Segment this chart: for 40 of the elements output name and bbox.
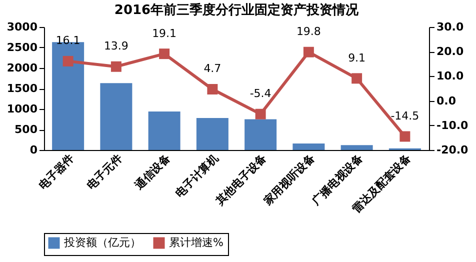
y-tick-label: 2500: [6, 41, 38, 54]
data-label: 19.1: [152, 26, 177, 40]
legend-label: 投资额（亿元）: [63, 236, 141, 249]
point: [62, 56, 74, 66]
bar: [196, 118, 228, 150]
point: [110, 61, 122, 72]
y2-tick-label: 30.0: [436, 20, 464, 34]
point: [352, 73, 362, 84]
legend-label: 累计增速%: [169, 236, 224, 249]
y2-tick-label: 20.0: [436, 45, 464, 58]
data-label: -14.5: [390, 109, 420, 122]
point: [207, 84, 218, 94]
point: [255, 108, 266, 120]
x-tick-label: 电子器件: [36, 152, 77, 192]
bar: [100, 83, 132, 150]
y2-tick-label: -10.0: [436, 118, 469, 132]
data-label: 4.7: [204, 62, 222, 76]
bar: [340, 145, 373, 150]
y-tick-label: 500: [14, 123, 38, 136]
y2-tick-label: 10.0: [436, 70, 464, 83]
bar: [244, 119, 277, 150]
data-label: 13.9: [104, 40, 128, 53]
bar: [148, 111, 180, 150]
y2-tick-label: 0.0: [436, 94, 456, 108]
point: [159, 48, 170, 60]
data-label: 19.8: [296, 25, 321, 38]
point: [303, 46, 314, 58]
point: [400, 131, 410, 142]
y-tick-label: 0: [30, 144, 38, 156]
x-tick-label: 通信设备: [132, 152, 173, 193]
chart-title: 2016年前三季度分行业固定资产投资情况: [114, 2, 360, 18]
y-tick-label: 2000: [6, 62, 38, 74]
y-tick-label: 1000: [6, 102, 38, 116]
y-tick-label: 1500: [6, 82, 38, 95]
y2-tick-label: -20.0: [436, 144, 469, 156]
data-label: 9.1: [348, 51, 366, 64]
bar: [292, 143, 325, 150]
data-label: -5.4: [250, 87, 272, 100]
y-tick-label: 3000: [6, 20, 38, 34]
x-tick-label: 电子元件: [84, 152, 125, 192]
